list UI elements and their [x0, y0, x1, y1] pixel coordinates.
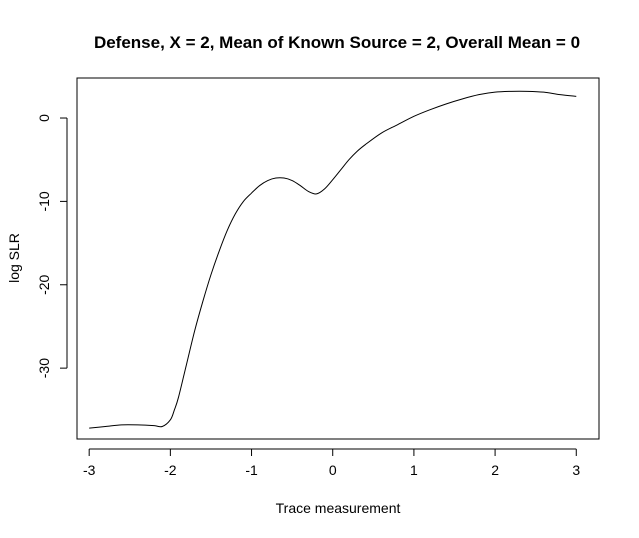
- x-axis: -3 -2 -1 0 1 2 3: [83, 448, 580, 478]
- chart-title: Defense, X = 2, Mean of Known Source = 2…: [94, 33, 580, 52]
- y-tick-label: -10: [36, 191, 52, 211]
- x-tick-label: 1: [410, 462, 418, 478]
- x-tick-label: -1: [245, 462, 258, 478]
- x-axis-label: Trace measurement: [276, 500, 401, 516]
- x-tick-label: 3: [572, 462, 580, 478]
- x-tick-label: 0: [329, 462, 337, 478]
- y-tick-label: 0: [36, 114, 52, 122]
- plot-frame: [76, 77, 600, 440]
- x-tick-label: -2: [164, 462, 177, 478]
- series-line: [89, 90, 577, 429]
- y-axis-label: log SLR: [6, 233, 22, 283]
- y-tick-label: -20: [36, 274, 52, 294]
- y-axis: 0 -10 -20 -30: [36, 114, 68, 378]
- x-tick-label: 2: [491, 462, 499, 478]
- x-tick-label: -3: [83, 462, 96, 478]
- y-tick-label: -30: [36, 358, 52, 378]
